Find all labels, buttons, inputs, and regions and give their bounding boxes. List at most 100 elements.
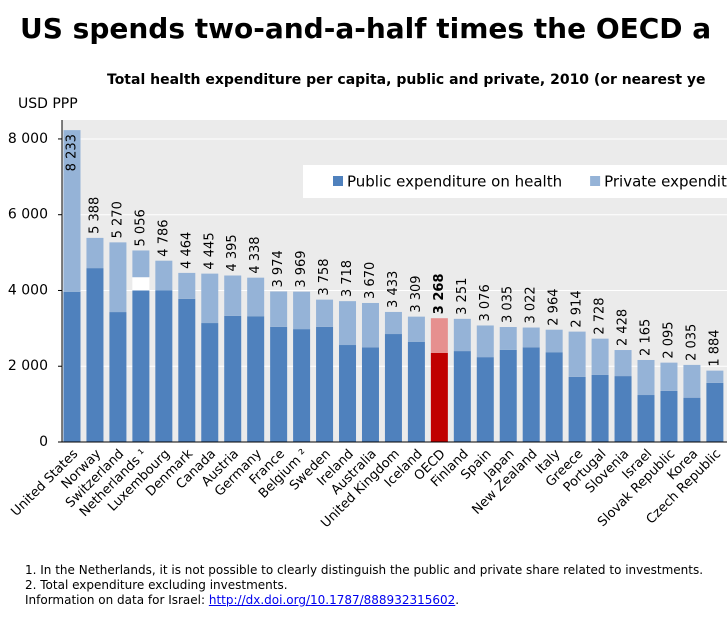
bar-segment	[178, 298, 196, 442]
y-tick-label: 0	[39, 434, 48, 450]
bar-segment	[63, 130, 81, 292]
bar-segment	[361, 302, 379, 348]
bar-segment	[568, 331, 586, 377]
total-label: 2 035	[684, 324, 699, 361]
total-label: 4 338	[248, 236, 263, 273]
bar-segment	[201, 273, 219, 324]
total-label: 2 914	[570, 290, 585, 327]
bar-segment	[224, 315, 242, 442]
bar-segment	[591, 338, 609, 375]
y-tick-label: 8 000	[8, 131, 48, 147]
total-label: 5 270	[110, 201, 125, 238]
bar-segment	[109, 312, 127, 442]
bar-segment	[86, 268, 104, 442]
bar-segment	[155, 260, 173, 291]
bar-segment	[270, 291, 288, 327]
bar-segment	[637, 395, 655, 442]
bar-segment	[316, 299, 334, 327]
y-tick-label: 4 000	[8, 282, 48, 298]
bar-segment	[614, 376, 632, 442]
bar-segment	[201, 323, 219, 442]
bar-segment	[430, 352, 448, 442]
total-label: 5 056	[133, 209, 148, 246]
total-label: 3 969	[294, 250, 309, 287]
footnote: 1. In the Netherlands, it is not possibl…	[25, 563, 704, 577]
bar-segment	[706, 382, 724, 442]
legend-label: Public expenditure on health	[347, 173, 562, 191]
legend-swatch	[333, 176, 343, 186]
total-label: 3 251	[455, 278, 470, 315]
total-label: 2 428	[616, 309, 631, 346]
total-label: 3 758	[317, 258, 332, 295]
total-label: 3 076	[478, 284, 493, 321]
bar-segment	[591, 374, 609, 442]
bar-segment	[407, 341, 425, 442]
bar-segment	[293, 291, 311, 330]
total-label: 4 786	[156, 219, 171, 256]
total-label: 3 268	[432, 273, 447, 314]
bar-segment	[614, 350, 632, 377]
total-label: 3 718	[340, 260, 355, 297]
bar-segment	[568, 376, 586, 442]
bar-segment	[132, 290, 150, 442]
total-label: 3 433	[386, 271, 401, 308]
source-text: Information on data for Israel:	[25, 593, 209, 607]
bar-segment	[224, 275, 242, 316]
bar-segment	[384, 311, 402, 335]
bar-segment	[637, 359, 655, 396]
bar-segment	[499, 349, 517, 442]
chart-subtitle: Total health expenditure per capita, pub…	[107, 72, 706, 88]
bar-segment	[339, 345, 357, 442]
total-label: 4 464	[179, 232, 194, 269]
bar-segment	[178, 272, 196, 299]
legend-swatch	[590, 176, 601, 186]
bar-segment	[86, 237, 104, 269]
chart-title: US spends two-and-a-half times the OECD …	[20, 12, 711, 45]
total-label: 1 884	[707, 329, 722, 366]
source-link[interactable]: http://dx.doi.org/10.1787/888932315602	[208, 593, 456, 607]
legend-label: Private expendit	[604, 173, 727, 191]
y-tick-label: 2 000	[8, 358, 48, 374]
bar-segment	[247, 277, 265, 317]
y-axis-label: USD PPP	[18, 96, 78, 112]
bar-segment	[522, 347, 540, 442]
total-label: 8 233	[65, 134, 80, 171]
bar-segment	[683, 364, 701, 398]
total-label: 2 095	[661, 321, 676, 358]
total-label: 4 395	[225, 234, 240, 271]
bar-segment	[683, 397, 701, 442]
bar-segment	[384, 334, 402, 442]
bar-segment	[430, 318, 448, 353]
total-label: 3 022	[524, 286, 539, 323]
bar-segment	[293, 329, 311, 442]
total-label: 2 964	[547, 288, 562, 325]
total-label: 2 165	[639, 319, 654, 356]
bar-segment	[499, 327, 517, 350]
bar-segment	[706, 370, 724, 383]
bar-segment	[132, 277, 150, 291]
legend-box	[303, 165, 727, 198]
total-label: 3 309	[409, 275, 424, 312]
chart: US spends two-and-a-half times the OECD …	[8, 12, 727, 531]
total-label: 5 388	[87, 197, 102, 234]
bar-segment	[453, 318, 471, 352]
source-end: .	[455, 593, 460, 607]
bar-segment	[109, 242, 127, 313]
bar-segment	[407, 316, 425, 342]
source: Information on data for Israel: http://d…	[25, 593, 459, 607]
total-label: 3 974	[271, 250, 286, 287]
bar-segment	[155, 290, 173, 442]
bar-segment	[476, 325, 494, 358]
bar-segment	[316, 326, 334, 442]
bar-segment	[453, 351, 471, 442]
bar-segment	[545, 352, 563, 442]
bar-segment	[361, 347, 379, 442]
total-label: 2 728	[593, 297, 608, 334]
bar-segment	[132, 250, 150, 278]
bar-segment	[270, 326, 288, 442]
total-label: 3 035	[501, 286, 516, 323]
bar-segment	[660, 362, 678, 391]
bar-segment	[522, 327, 540, 348]
y-tick-label: 6 000	[8, 207, 48, 223]
